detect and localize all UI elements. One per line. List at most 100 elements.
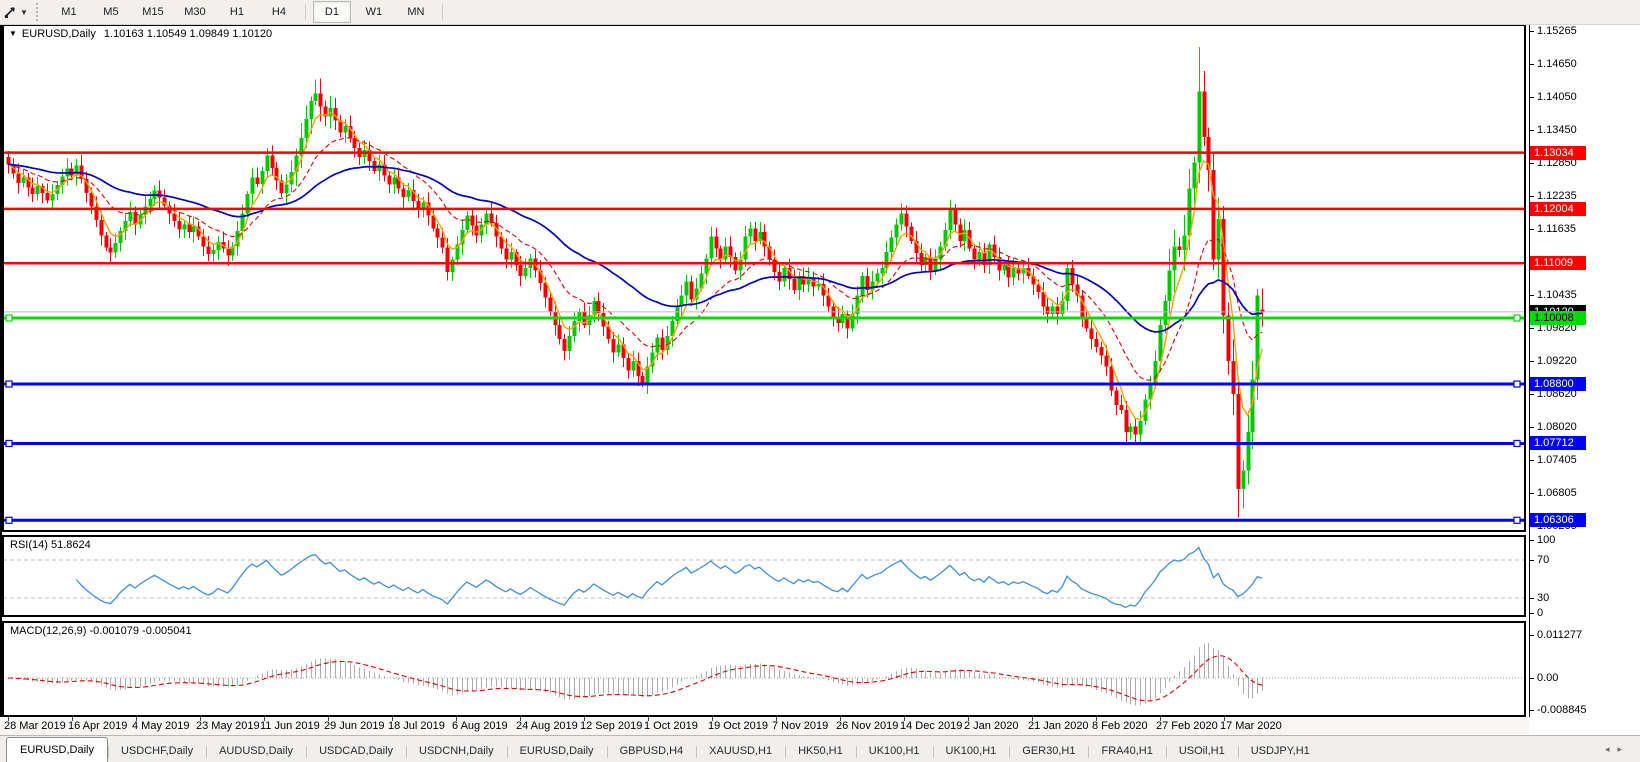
timeframe-button-m30[interactable]: M30 [184,6,206,18]
chart-tab-usdjpy-h1[interactable]: USDJPY,H1 [1237,741,1323,762]
macd-axis-label: 0.011277 [1528,629,1583,642]
timeframe-button-d1[interactable]: D1 [312,1,351,23]
price-axis[interactable]: 1.15265 1.14650 1.14050 1.13450 1.12850 1.122… [1528,24,1640,717]
date-label: 23 May 2019 [196,720,260,732]
time-axis-tick [72,717,73,721]
price-axis-label: 1.09820 [1529,322,1577,335]
ma-slow-line [7,163,1263,333]
timeframe-button-mn[interactable]: MN [407,6,425,18]
chart-tab-eurusd-daily[interactable]: EURUSD,Daily [506,741,607,762]
rsi-axis-label: 70 [1528,554,1550,566]
price-level-badge: 1.11009 [1530,256,1586,271]
rsi-value: 51.8624 [50,539,91,551]
chart-tab-usdcad-daily[interactable]: USDCAD,Daily [306,741,406,762]
rsi-axis-label: 30 [1528,592,1550,604]
level-handle[interactable] [1513,439,1521,448]
date-label: 16 Apr 2019 [68,720,128,732]
tool-dropdown-caret[interactable]: ▼ [20,7,28,17]
date-label: 11 Jun 2019 [260,720,320,732]
rsi-indicator-label: RSI(14) 51.8624 [10,539,91,551]
level-handle[interactable] [5,516,13,524]
tab-scroll-left-icon[interactable]: ◂ [1604,744,1618,754]
chart-tab-usdchf-daily[interactable]: USDCHF,Daily [107,741,206,762]
level-handle[interactable] [1513,314,1521,322]
date-label: 28 Mar 2019 [4,720,66,732]
level-handle[interactable] [5,439,13,448]
chart-tab-usdcnh-daily[interactable]: USDCNH,Daily [406,741,507,762]
timeframe-button-w1[interactable]: W1 [365,6,383,18]
timeframe-button-m5[interactable]: M5 [103,6,119,18]
price-axis-label: 1.14050 [1529,91,1577,104]
chart-tab-audusd-daily[interactable]: AUDUSD,Daily [206,741,306,762]
price-level-badge: 1.06306 [1530,513,1586,528]
time-axis[interactable]: 28 Mar 2019 16 Apr 2019 4 May 2019 23 May 2… [0,717,1529,735]
timeframe-toolbar: ▼ M1 M5 M15 M30 H1 H4 D1 W1 MN [0,0,1640,25]
timeframe-button-h1[interactable]: H1 [229,6,244,18]
chart-tab-hk50-h1[interactable]: HK50,H1 [785,741,856,762]
chart-title-ohlc: 1.10163 1.10549 1.09849 1.10120 [103,28,273,40]
time-axis-tick [968,717,969,721]
date-label: 14 Dec 2019 [900,720,963,732]
date-label: 24 Aug 2019 [516,720,578,732]
price-axis-label: 1.07405 [1529,454,1577,467]
time-axis-tick [584,717,585,721]
level-handle[interactable] [1513,380,1521,388]
price-axis-label: 1.14650 [1529,58,1577,71]
chart-tab-ger30-h1[interactable]: GER30,H1 [1009,741,1088,762]
macd-indicator-label: MACD(12,26,9) -0.001079 -0.005041 [10,625,192,637]
time-axis-tick [712,717,713,721]
macd-axis-label: -0.008845 [1529,704,1587,716]
time-axis-tick [1224,717,1225,721]
time-axis-tick [456,717,457,721]
price-level-badge: 1.12004 [1530,201,1586,216]
toolbar-grip[interactable] [35,3,43,21]
macd-name: MACD(12,26,9) [10,625,87,637]
chart-tab-xauusd-h1[interactable]: XAUUSD,H1 [696,741,785,762]
date-label: 27 Feb 2020 [1156,720,1218,732]
date-label: 2 Jan 2020 [964,720,1019,732]
macd-axis-label: 0.00 [1528,672,1559,684]
time-axis-tick [1096,717,1097,721]
level-handle[interactable] [5,380,13,388]
toolbar-divider [441,4,443,20]
price-axis-label: 1.12235 [1529,190,1577,203]
tab-scroll-right-icon[interactable]: ▸ [1617,744,1630,754]
collapse-triangle-icon[interactable]: ▼ [9,29,17,38]
level-handle[interactable] [1513,516,1521,524]
time-axis-tick [200,717,201,721]
timeframe-button-m1[interactable]: M1 [61,6,77,18]
chart-tab-gbpusd-h4[interactable]: GBPUSD,H4 [606,741,697,762]
time-axis-tick [392,717,393,721]
chart-tab-eurusd-daily[interactable]: EURUSD,Daily [6,737,108,762]
price-axis-label: 1.08020 [1529,420,1577,433]
tab-scroll-arrows: ◂▸ [1605,744,1630,755]
timeframe-button-h4[interactable]: H4 [271,6,286,18]
macd-signal-line [7,655,1263,702]
timeframe-button-m15[interactable]: M15 [142,6,164,18]
date-label: 26 Nov 2019 [836,720,899,732]
price-axis-label: 1.11635 [1529,223,1576,236]
time-axis-tick [328,717,329,721]
rsi-name: RSI(14) [10,539,48,551]
price-level-badge: 1.07712 [1530,436,1586,451]
time-axis-tick [1032,717,1033,721]
chart-canvas[interactable] [0,0,1529,762]
time-axis-tick [264,717,265,721]
chart-tab-uk100-h1[interactable]: UK100,H1 [932,741,1010,762]
rsi-axis-label: 100 [1528,534,1556,546]
time-axis-tick [8,717,9,721]
chart-tab-fra40-h1[interactable]: FRA40,H1 [1088,741,1165,762]
date-label: 1 Oct 2019 [644,720,698,732]
level-handle[interactable] [5,314,13,322]
price-level-badge: 1.13034 [1530,145,1586,160]
chart-tab-uk100-h1[interactable]: UK100,H1 [855,741,933,762]
cursor-tool-icon[interactable] [1,3,19,21]
date-label: 6 Aug 2019 [452,720,508,732]
ma-fast-line [7,112,1263,421]
chart-tab-bar: EURUSD,Daily USDCHF,Daily AUDUSD,Daily USDC… [0,735,1640,762]
date-label: 21 Jan 2020 [1028,720,1089,732]
time-axis-tick [648,717,649,721]
date-label: 18 Jul 2019 [388,720,445,732]
chart-tab-usoil-h1[interactable]: USOil,H1 [1165,741,1238,762]
price-axis-label: 1.10435 [1529,288,1577,301]
